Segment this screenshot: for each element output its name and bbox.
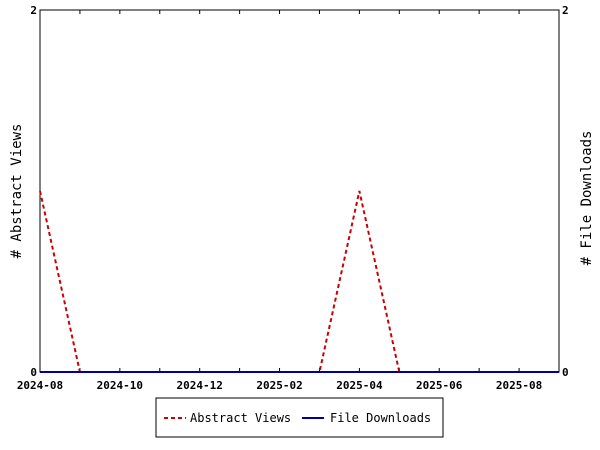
plot-frame (39, 9, 560, 373)
y-tick-label-left-0: 0 (30, 366, 37, 379)
y-tick-label-right-0: 0 (562, 366, 569, 379)
x-tick-label-2024-08: 2024-08 (17, 379, 63, 392)
y-tick-label-left-2: 2 (30, 4, 37, 17)
y-tick-labels: 0 2 0 2 (30, 4, 568, 379)
y-tick-label-right-2: 2 (562, 4, 569, 17)
x-tick-label-2025-06: 2025-06 (416, 379, 463, 392)
x-tick-label-2025-04: 2025-04 (336, 379, 383, 392)
x-tick-label-2024-12: 2024-12 (177, 379, 223, 392)
series-layer (39, 190, 559, 373)
axis-ticks (39, 10, 560, 372)
legend-label-abstract-views: Abstract Views (190, 411, 291, 425)
legend: Abstract Views File Downloads (155, 397, 444, 438)
x-tick-labels: 2024-08 2024-10 2024-12 2025-02 2025-04 2025-… (17, 379, 542, 392)
x-tick-label-2024-10: 2024-10 (97, 379, 143, 392)
y-axis-title-left: # Abstract Views (9, 124, 25, 259)
y-axis-title-right: # File Downloads (579, 131, 595, 266)
legend-box (155, 397, 444, 438)
legend-label-file-downloads: File Downloads (330, 411, 431, 425)
x-tick-label-2025-02: 2025-02 (256, 379, 302, 392)
x-tick-label-2025-08: 2025-08 (496, 379, 542, 392)
series-line-abstract-views (39, 190, 559, 373)
